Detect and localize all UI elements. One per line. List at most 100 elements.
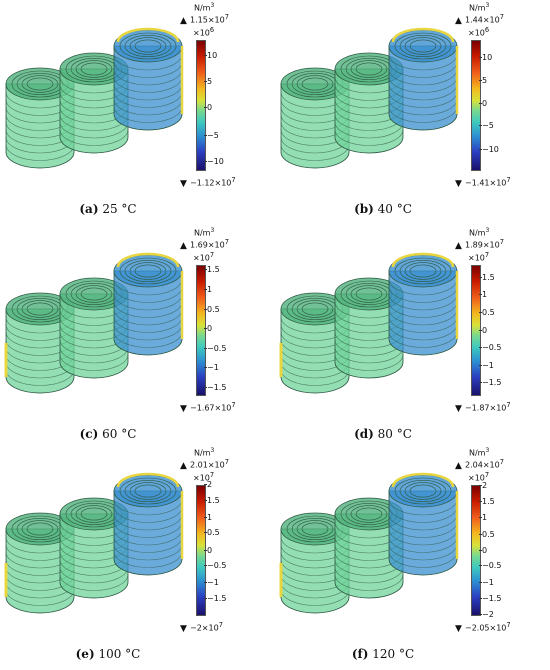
colorbar-tick: −0.5 bbox=[478, 561, 502, 571]
coil-2 bbox=[334, 277, 404, 379]
colorbar bbox=[196, 40, 206, 171]
colorbar-tick: −2 bbox=[479, 609, 494, 619]
panel-caption: (d) 80 °C bbox=[354, 427, 412, 441]
colorbar-multiplier: ×106 bbox=[193, 26, 215, 38]
up-triangle-icon: ▲ bbox=[180, 460, 187, 471]
colorbar-multiplier: ×107 bbox=[193, 471, 215, 483]
panel-e: N/m3 ▲ 2.01×107 ×107 2 1.5 1 0.5 0 −0.5 −1 −1.5 ▼ −2×… bbox=[0, 445, 275, 668]
panel-c: N/m3 ▲ 1.69×107 ×107 1.5 1 0.5 0 −0.5 −1 −1.5 ▼ −1.6… bbox=[0, 225, 275, 448]
colorbar-tick: −1 bbox=[204, 363, 219, 373]
colorbar-tick: 10 bbox=[478, 53, 493, 63]
colorbar-tick: −1 bbox=[479, 360, 494, 370]
panel-d: N/m3 ▲ 1.89×107 ×107 1.5 1 0.5 0 −0.5 −1 −1.5 ▼ −1.8… bbox=[275, 225, 550, 448]
coil-3 bbox=[388, 27, 459, 131]
coil-stack-illustration bbox=[0, 225, 200, 415]
colorbar-max: ▲ 1.89×107 bbox=[455, 238, 504, 251]
coil-2 bbox=[59, 52, 129, 154]
panel-caption: (e) 100 °C bbox=[75, 647, 141, 661]
colorbar-tick: −1.5 bbox=[478, 593, 502, 603]
colorbar-tick: 0.5 bbox=[479, 529, 495, 539]
panel-caption: (f) 120 °C bbox=[351, 647, 415, 661]
colorbar-tick: 1 bbox=[203, 284, 213, 294]
colorbar-tick: 10 bbox=[203, 50, 218, 60]
colorbar bbox=[196, 485, 206, 616]
down-triangle-icon: ▼ bbox=[180, 403, 187, 414]
colorbar-tick: −1.5 bbox=[203, 593, 227, 603]
colorbar-tick: 0.5 bbox=[479, 308, 495, 318]
colorbar-multiplier: ×107 bbox=[468, 251, 490, 263]
panel-caption: (c) 60 °C bbox=[79, 427, 137, 441]
colorbar-tick: 1.5 bbox=[479, 497, 495, 507]
down-triangle-icon: ▼ bbox=[455, 403, 462, 414]
colorbar-tick: −1 bbox=[204, 578, 219, 588]
up-triangle-icon: ▲ bbox=[455, 460, 462, 471]
colorbar-min: ▼ −1.67×107 bbox=[180, 401, 236, 414]
colorbar-unit: N/m3 bbox=[194, 227, 215, 238]
colorbar-tick: 5 bbox=[203, 76, 213, 86]
colorbar-tick: 1 bbox=[478, 512, 488, 522]
colorbar-tick: 5 bbox=[478, 75, 488, 85]
coil-stack-illustration bbox=[275, 225, 475, 415]
colorbar-tick: 0.5 bbox=[204, 304, 220, 314]
coil-3 bbox=[113, 27, 184, 131]
colorbar-tick: −1.5 bbox=[203, 383, 227, 393]
panel-f: N/m3 ▲ 2.04×107 ×107 2 1.5 1 0.5 0 −0.5 −1 −1.5 −2 ▼ −… bbox=[275, 445, 550, 668]
colorbar-tick: 0 bbox=[203, 103, 213, 113]
colorbar bbox=[471, 265, 481, 396]
colorbar bbox=[196, 265, 206, 396]
coil-3 bbox=[388, 252, 459, 356]
panel-caption: (b) 40 °C bbox=[354, 202, 412, 216]
down-triangle-icon: ▼ bbox=[455, 623, 462, 634]
panel-b: N/m3 ▲ 1.44×107 ×106 10 5 0 −5 −10 ▼ −1.41×107 (b) … bbox=[275, 0, 550, 223]
colorbar bbox=[471, 40, 481, 171]
colorbar-unit: N/m3 bbox=[469, 227, 490, 238]
up-triangle-icon: ▲ bbox=[455, 15, 462, 26]
coil-3 bbox=[113, 472, 184, 576]
colorbar-max: ▲ 2.04×107 bbox=[455, 458, 504, 471]
coil-2 bbox=[59, 277, 129, 379]
colorbar-tick: 1.5 bbox=[479, 273, 495, 283]
coil-1 bbox=[279, 292, 350, 394]
down-triangle-icon: ▼ bbox=[180, 623, 187, 634]
coil-stack-illustration bbox=[275, 0, 475, 190]
colorbar-tick: 1.5 bbox=[204, 265, 220, 275]
colorbar-tick: 0 bbox=[478, 99, 488, 109]
up-triangle-icon: ▲ bbox=[455, 240, 462, 251]
panel-caption: (a) 25 °C bbox=[79, 202, 137, 216]
colorbar-multiplier: ×107 bbox=[193, 251, 215, 263]
colorbar-tick: −5 bbox=[479, 121, 494, 131]
colorbar-max: ▲ 1.15×107 bbox=[180, 13, 229, 26]
colorbar-max: ▲ 1.69×107 bbox=[180, 238, 229, 251]
up-triangle-icon: ▲ bbox=[180, 240, 187, 251]
coil-1 bbox=[280, 67, 350, 169]
coil-stack-illustration bbox=[0, 0, 200, 190]
colorbar-tick: 1 bbox=[478, 290, 488, 300]
colorbar-tick: −5 bbox=[204, 130, 219, 140]
down-triangle-icon: ▼ bbox=[180, 178, 187, 189]
panel-a: N/m3 ▲ 1.15×107 ×106 10 5 0 −5 −10 ▼ −1.12×107 (a) … bbox=[0, 0, 275, 223]
colorbar-min: ▼ −1.87×107 bbox=[455, 401, 511, 414]
coil-stack-illustration bbox=[275, 445, 475, 635]
coil-2 bbox=[334, 52, 404, 154]
colorbar-min: ▼ −1.12×107 bbox=[180, 176, 236, 189]
colorbar-tick: 1.5 bbox=[204, 495, 220, 505]
colorbar-unit: N/m3 bbox=[194, 2, 215, 13]
down-triangle-icon: ▼ bbox=[455, 178, 462, 189]
colorbar-tick: −0.5 bbox=[203, 561, 227, 571]
up-triangle-icon: ▲ bbox=[180, 15, 187, 26]
colorbar-tick: 0.5 bbox=[204, 528, 220, 538]
colorbar-tick: −0.5 bbox=[203, 343, 227, 353]
colorbar bbox=[471, 485, 481, 616]
coil-2 bbox=[59, 497, 129, 599]
colorbar-tick: 0 bbox=[203, 545, 213, 555]
coil-stack-illustration bbox=[0, 445, 200, 635]
colorbar-max: ▲ 1.44×107 bbox=[455, 13, 504, 26]
coil-1 bbox=[4, 292, 75, 394]
coil-3 bbox=[388, 472, 459, 576]
colorbar-min: ▼ −1.41×107 bbox=[455, 176, 511, 189]
colorbar-tick: 2 bbox=[478, 481, 488, 491]
colorbar-unit: N/m3 bbox=[194, 447, 215, 458]
colorbar-tick: −0.5 bbox=[478, 342, 502, 352]
coil-3 bbox=[113, 252, 184, 356]
colorbar-tick: −1.5 bbox=[478, 377, 502, 387]
